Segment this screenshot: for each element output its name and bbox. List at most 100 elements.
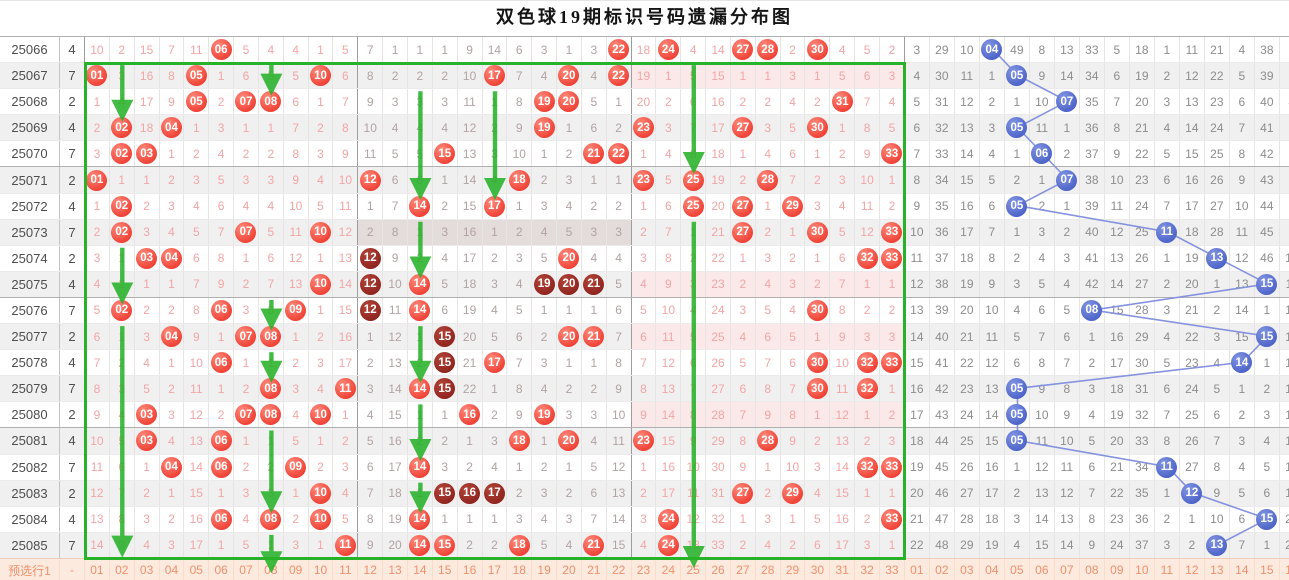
red-cell: 31 — [830, 89, 856, 115]
blue-cell: 12 — [1230, 245, 1255, 271]
red-cell: 8 — [184, 297, 210, 324]
blue-cell: 5 — [1205, 376, 1230, 402]
red-number-label[interactable]: 02 — [110, 559, 135, 580]
blue-number-label[interactable]: 02 — [930, 559, 955, 580]
blue-cell: 5 — [1055, 297, 1080, 324]
red-cell: 18 — [458, 271, 483, 297]
blue-cell: 9 — [1105, 141, 1130, 167]
red-cell: 1 — [880, 480, 905, 506]
red-cell: 4 — [631, 271, 657, 297]
red-number-label[interactable]: 07 — [234, 559, 259, 580]
red-cell: 3 — [582, 402, 607, 428]
red-cell: 2 — [532, 167, 558, 193]
red-ball: 27 — [732, 482, 754, 504]
red-number-label[interactable]: 24 — [656, 559, 682, 580]
red-cell: 5 — [209, 167, 235, 193]
blue-cell: 14 — [1280, 350, 1289, 375]
red-cell: 2 — [781, 532, 806, 558]
red-number-label[interactable]: 30 — [805, 559, 831, 580]
red-number-label[interactable]: 05 — [184, 559, 210, 580]
blue-cell: 19 — [980, 532, 1005, 558]
blue-number-label[interactable]: 08 — [1080, 559, 1105, 580]
red-number-label[interactable]: 10 — [309, 559, 334, 580]
blue-cell: 7 — [1155, 193, 1180, 219]
red-number-label[interactable]: 31 — [830, 559, 856, 580]
blue-number-label[interactable]: 04 — [980, 559, 1005, 580]
red-cell: 1 — [557, 37, 582, 63]
blue-number-label[interactable]: 13 — [1205, 559, 1230, 580]
red-cell: 12 — [333, 219, 359, 245]
red-number-label[interactable]: 23 — [632, 559, 657, 580]
chart-row: 25079 7 8 3 5 2 11 1 2 08 3 4 11 3 14 14 15 22 1 8 4 2 2 9 8 13 7 2… — [0, 376, 1289, 403]
blue-number-label[interactable]: 12 — [1180, 559, 1205, 580]
blue-number-label[interactable]: 07 — [1055, 559, 1080, 580]
red-number-label[interactable]: 32 — [855, 559, 880, 580]
red-cell: 12 — [284, 245, 309, 271]
red-number-label[interactable]: 13 — [383, 559, 408, 580]
red-number-label[interactable]: 19 — [532, 559, 558, 580]
red-number-label[interactable]: 16 — [458, 559, 483, 580]
red-cell: 2 — [458, 532, 483, 558]
red-cell: 2 — [135, 297, 160, 324]
red-number-label[interactable]: 20 — [557, 559, 582, 580]
red-cell: 15 — [135, 37, 160, 63]
red-cell: 04 — [160, 454, 185, 480]
red-number-label[interactable]: 04 — [160, 559, 185, 580]
red-number-label[interactable]: 09 — [284, 559, 309, 580]
blue-cell: 6 — [1205, 402, 1230, 428]
red-cell: 12 — [85, 480, 110, 506]
red-number-label[interactable]: 01 — [85, 559, 110, 580]
red-ball: 18 — [508, 169, 530, 191]
red-number-label[interactable]: 12 — [358, 559, 384, 580]
blue-number-label[interactable]: 10 — [1130, 559, 1155, 580]
blue-number-label[interactable]: 05 — [1005, 559, 1030, 580]
red-cell: 1 — [632, 193, 657, 219]
red-number-label[interactable]: 06 — [209, 559, 235, 580]
red-ball: 25 — [682, 195, 704, 217]
blue-cell: 43 — [1255, 167, 1280, 193]
red-cell: 16 — [656, 454, 682, 480]
blue-number-label[interactable]: 09 — [1105, 559, 1130, 580]
red-ball: 14 — [409, 378, 431, 400]
red-cell: 17 — [483, 350, 508, 376]
red-number-label[interactable]: 03 — [135, 559, 160, 580]
red-number-label[interactable]: 22 — [607, 559, 632, 580]
red-number-label[interactable]: 11 — [333, 559, 359, 580]
blue-number-label[interactable]: 15 — [1255, 559, 1280, 580]
red-number-label[interactable]: 21 — [582, 559, 607, 580]
red-cell: 1 — [209, 376, 235, 402]
red-cell: 1 — [333, 402, 359, 428]
red-number-label[interactable]: 08 — [259, 559, 284, 580]
red-cell: 3 — [160, 402, 185, 428]
blue-number-label[interactable]: 11 — [1155, 559, 1180, 580]
blue-cell: 9 — [1205, 480, 1230, 506]
blue-cell: 4 — [980, 141, 1005, 167]
red-cell: 13 — [284, 271, 309, 297]
blue-cell: 35 — [1130, 480, 1155, 506]
red-cell: 15 — [433, 141, 458, 167]
red-cell: 3 — [284, 532, 309, 558]
blue-number-label[interactable]: 01 — [905, 559, 930, 580]
blue-number-label[interactable]: 14 — [1230, 559, 1255, 580]
red-number-label[interactable]: 15 — [433, 559, 458, 580]
red-cell: 17 — [656, 480, 682, 506]
red-number-label[interactable]: 26 — [706, 559, 731, 580]
red-number-label[interactable]: 17 — [483, 559, 508, 580]
blue-number-label[interactable]: 06 — [1030, 559, 1055, 580]
blue-ball: 15 — [1256, 273, 1278, 295]
red-cell: 1 — [731, 141, 756, 167]
red-cell: 6 — [681, 350, 707, 376]
red-number-label[interactable]: 28 — [756, 559, 781, 580]
red-number-label[interactable]: 27 — [731, 559, 756, 580]
red-number-label[interactable]: 33 — [880, 559, 905, 580]
blue-number-label[interactable]: 16 — [1280, 559, 1289, 580]
blue-number-label[interactable]: 03 — [955, 559, 980, 580]
red-number-label[interactable]: 14 — [408, 559, 433, 580]
red-number-label[interactable]: 25 — [681, 559, 707, 580]
blue-cell: 2 — [1005, 245, 1030, 271]
blue-cell: 10 — [1030, 89, 1055, 115]
red-number-label[interactable]: 29 — [781, 559, 806, 580]
blue-ball: 15 — [1256, 508, 1278, 530]
red-number-label[interactable]: 18 — [507, 559, 533, 580]
red-cell: 2 — [507, 480, 533, 506]
